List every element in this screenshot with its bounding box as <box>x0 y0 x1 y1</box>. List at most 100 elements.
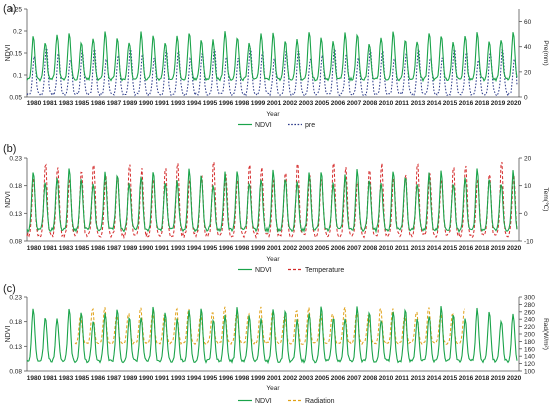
x-tick-label: 2015 <box>443 375 458 382</box>
x-tick-label: 2007 <box>347 375 362 382</box>
x-tick-label: 2014 <box>427 375 442 382</box>
x-tick-label: 2013 <box>411 100 426 107</box>
x-tick-label: 1996 <box>219 375 234 382</box>
x-tick-label: 2006 <box>331 375 346 382</box>
legend-label-ndvi: NDVI <box>255 122 272 129</box>
y2-axis-title: Rad(W/m²) <box>542 318 549 350</box>
x-tick-label: 1999 <box>251 245 266 252</box>
x-tick-label: 1989 <box>123 375 138 382</box>
x-tick-label: 1993 <box>171 245 186 252</box>
x-tick-label: 1990 <box>139 245 154 252</box>
x-tick-label: 2011 <box>395 245 409 252</box>
x-tick-label: 2011 <box>395 375 409 382</box>
y2-tick-label: 260 <box>524 309 535 316</box>
y2-tick-label: 240 <box>524 317 535 324</box>
x-tick-label: 1980 <box>27 245 42 252</box>
x-tick-label: 2011 <box>395 100 409 107</box>
x-tick-label: 1991 <box>155 375 170 382</box>
x-axis-title: Year <box>266 111 280 118</box>
x-tick-label: 2019 <box>491 375 506 382</box>
x-tick-label: 1980 <box>27 375 42 382</box>
x-tick-label: 1999 <box>251 375 266 382</box>
y2-tick-label: 160 <box>524 346 535 353</box>
y-tick-label: 0.25 <box>9 7 22 14</box>
x-tick-label: 1994 <box>187 100 202 107</box>
legend-label-temperature: Temperature <box>305 267 344 274</box>
x-tick-label: 2020 <box>507 100 522 107</box>
x-tick-label: 1995 <box>203 100 218 107</box>
x-tick-label: 2019 <box>491 100 506 107</box>
x-tick-label: 1983 <box>59 375 74 382</box>
x-tick-label: 2010 <box>379 245 394 252</box>
x-tick-label: 2001 <box>267 100 282 107</box>
y-tick-label: 0.08 <box>9 239 22 246</box>
x-tick-label: 1996 <box>219 100 234 107</box>
x-tick-label: 2020 <box>507 375 522 382</box>
series-line-ndvi <box>26 31 518 83</box>
x-tick-label: 1993 <box>171 100 186 107</box>
x-tick-label: 1994 <box>187 375 202 382</box>
x-tick-label: 2018 <box>475 100 490 107</box>
y2-tick-label: 180 <box>524 339 535 346</box>
y-tick-label: 0.18 <box>9 319 22 326</box>
y2-tick-label: 280 <box>524 302 535 309</box>
y-tick-label: 0.23 <box>9 156 22 163</box>
y2-tick-label: 20 <box>524 156 532 163</box>
x-tick-label: 2008 <box>363 245 378 252</box>
chart-panel-3: (c)0.080.130.180.23100120140160180200220… <box>3 283 549 405</box>
x-tick-label: 2008 <box>363 375 378 382</box>
y2-tick-label: 60 <box>524 19 532 26</box>
series-line-ndvi <box>26 168 518 234</box>
y-axis-title: NDVI <box>5 326 12 343</box>
series-line-temperature <box>26 161 518 240</box>
x-tick-label: 2002 <box>283 245 298 252</box>
x-tick-label: 1985 <box>75 245 90 252</box>
x-tick-label: 1999 <box>251 100 266 107</box>
x-tick-label: 1987 <box>107 100 122 107</box>
x-tick-label: 1998 <box>235 100 250 107</box>
x-tick-label: 2016 <box>459 100 474 107</box>
x-tick-label: 2005 <box>315 100 330 107</box>
x-tick-label: 1989 <box>123 245 138 252</box>
x-tick-label: 2010 <box>379 100 394 107</box>
x-tick-label: 2018 <box>475 375 490 382</box>
y2-tick-label: 20 <box>524 69 532 76</box>
y-tick-label: 0.13 <box>9 211 22 218</box>
x-tick-label: 1994 <box>187 245 202 252</box>
x-tick-label: 2005 <box>315 245 330 252</box>
x-tick-label: 1987 <box>107 245 122 252</box>
x-tick-label: 2006 <box>331 100 346 107</box>
y-tick-label: 0.23 <box>9 295 22 302</box>
x-tick-label: 1985 <box>75 100 90 107</box>
y2-axis-title: Pre(mm) <box>542 40 549 65</box>
x-tick-label: 2001 <box>267 375 282 382</box>
x-tick-label: 1995 <box>203 375 218 382</box>
x-axis-title: Year <box>266 256 280 263</box>
y2-tick-label: 120 <box>524 361 535 368</box>
x-tick-label: 2013 <box>411 375 426 382</box>
x-tick-label: 1983 <box>59 245 74 252</box>
y2-tick-label: 200 <box>524 332 535 339</box>
y2-tick-label: 40 <box>524 44 532 51</box>
panel-label: (c) <box>3 283 16 295</box>
x-tick-label: 1986 <box>91 245 106 252</box>
legend-label-ndvi: NDVI <box>255 398 272 405</box>
x-tick-label: 1981 <box>43 375 58 382</box>
x-tick-label: 2001 <box>267 245 282 252</box>
x-tick-label: 2014 <box>427 100 442 107</box>
x-tick-label: 2003 <box>299 375 314 382</box>
y-tick-label: 0.15 <box>9 51 22 58</box>
x-tick-label: 2018 <box>475 245 490 252</box>
x-tick-label: 2010 <box>379 375 394 382</box>
x-tick-label: 2003 <box>299 245 314 252</box>
x-tick-label: 1991 <box>155 100 170 107</box>
x-tick-label: 1996 <box>219 245 234 252</box>
x-tick-label: 1998 <box>235 245 250 252</box>
x-tick-label: 1985 <box>75 375 90 382</box>
x-tick-label: 2016 <box>459 245 474 252</box>
y2-axis-title: Tem(℃) <box>542 188 549 212</box>
x-tick-label: 1981 <box>43 100 58 107</box>
x-tick-label: 1993 <box>171 375 186 382</box>
y2-tick-label: 0 <box>524 95 528 102</box>
